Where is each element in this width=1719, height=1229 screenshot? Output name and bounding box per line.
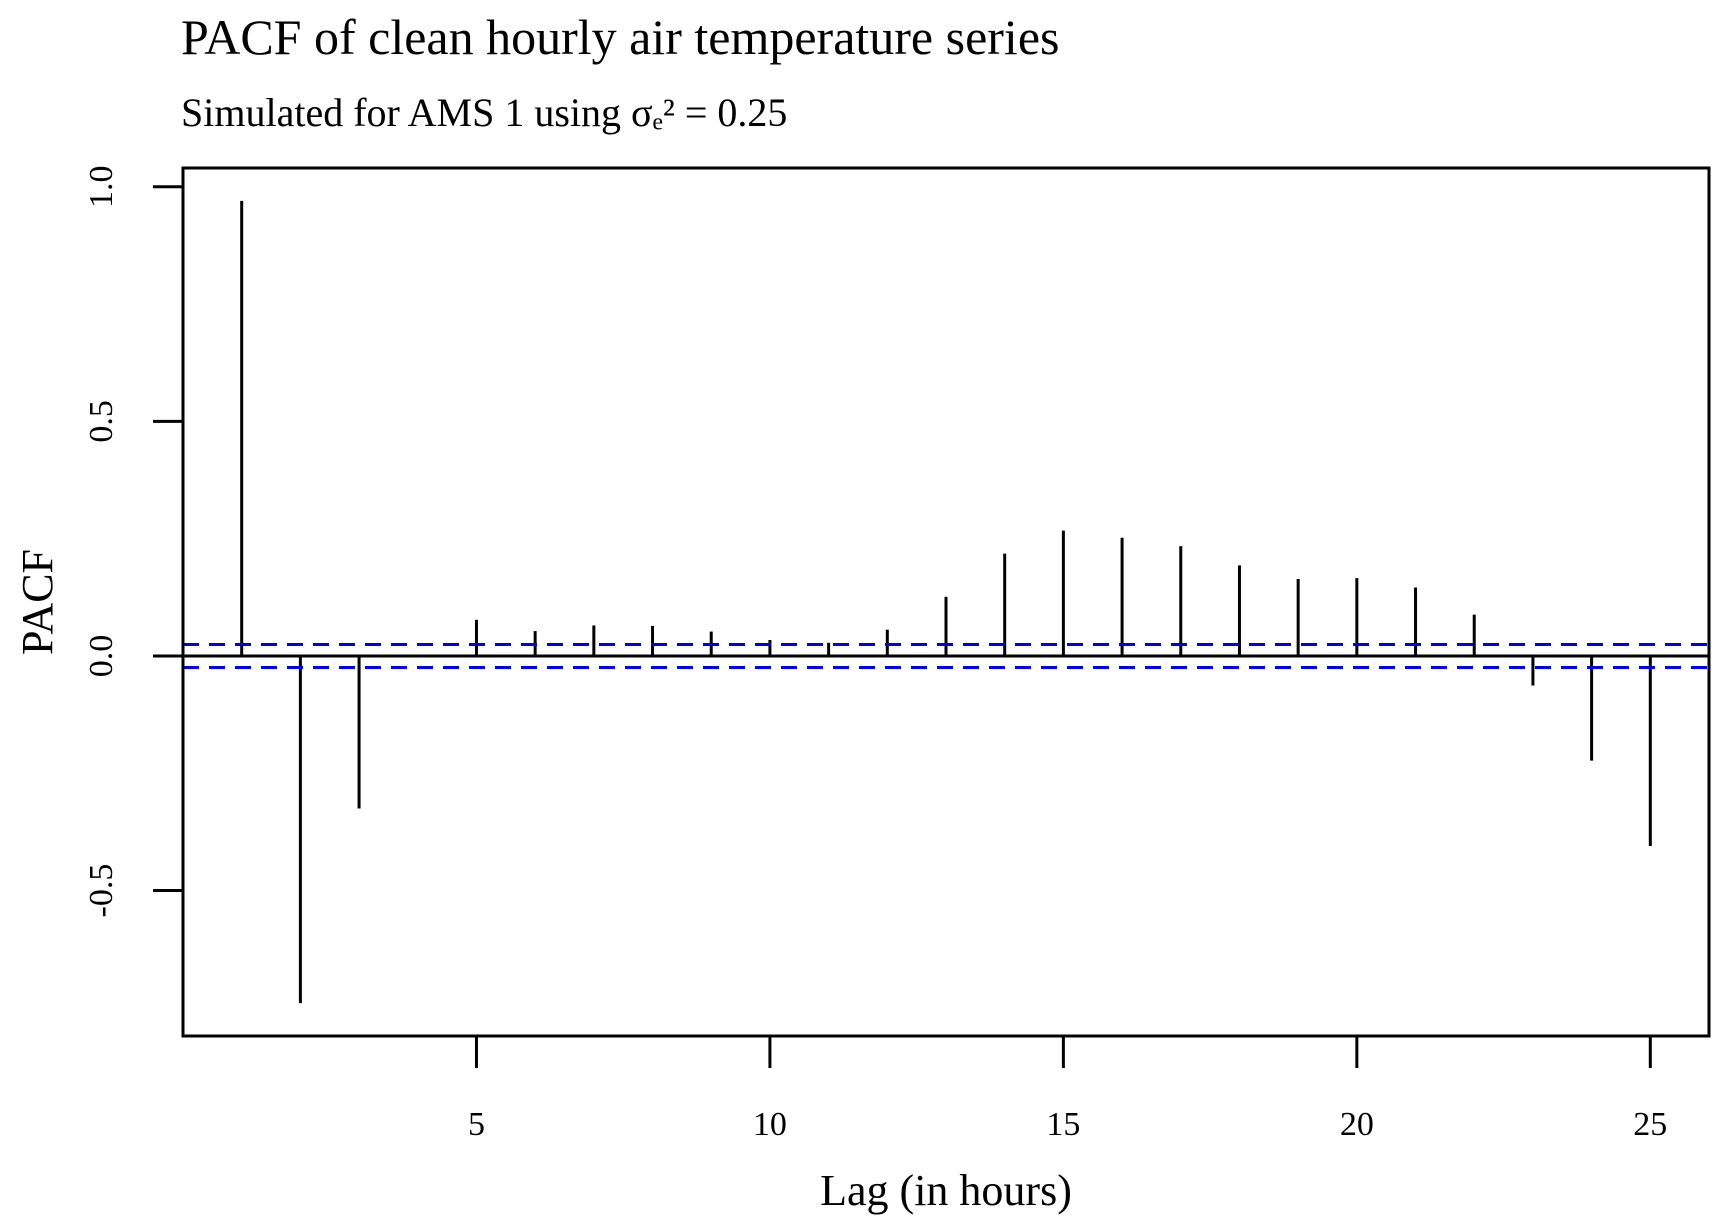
confidence-bounds	[183, 642, 1709, 669]
y-tick-label-2: 0.5	[83, 400, 120, 443]
pacf-bars	[240, 200, 1652, 1004]
x-axis-label: Lag (in hours)	[820, 1166, 1072, 1215]
y-tick-label-3: 1.0	[83, 166, 120, 209]
y-axis-label: PACF	[13, 549, 62, 655]
x-axis: 5 10 15 20 25	[468, 1036, 1667, 1143]
y-tick-label-0: -0.5	[83, 864, 120, 918]
chart-subtitle: Simulated for AMS 1 using σₑ² = 0.25	[181, 90, 787, 135]
x-tick-label-5: 5	[468, 1106, 485, 1143]
y-tick-label-1: 0.0	[83, 635, 120, 678]
x-tick-label-15: 15	[1046, 1106, 1080, 1143]
chart-title: PACF of clean hourly air temperature ser…	[181, 9, 1059, 65]
x-tick-label-20: 20	[1340, 1106, 1374, 1143]
y-axis: -0.5 0.0 0.5 1.0	[83, 166, 183, 918]
x-tick-label-10: 10	[753, 1106, 787, 1143]
x-tick-label-25: 25	[1633, 1106, 1667, 1143]
plot-frame	[181, 166, 1711, 1038]
